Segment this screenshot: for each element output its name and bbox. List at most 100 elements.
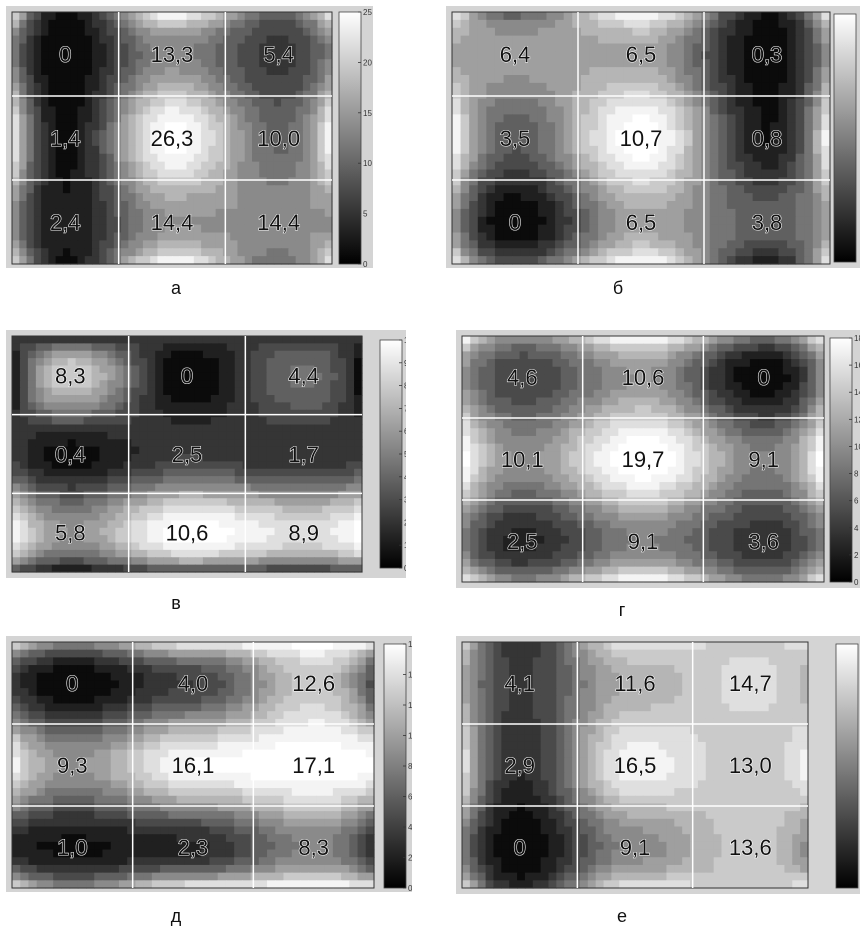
contour-fill [563,90,573,100]
contour-fill [83,358,93,367]
contour-fill [147,350,156,359]
contour-fill [580,75,591,84]
contour-fill [92,82,100,92]
contour-fill [580,122,591,131]
contour-fill [92,161,100,171]
contour-fill [546,12,556,21]
contour-fill [520,248,530,257]
contour-fill [302,232,311,241]
contour-fill [580,201,591,210]
contour-fill [623,27,634,37]
contour-fill [787,19,797,29]
contour-fill [99,372,109,381]
contour-fill [580,169,591,178]
contour-fill [544,389,554,399]
contour-fill [601,343,611,352]
contour-fill [330,461,339,470]
contour-fill [821,224,831,234]
contour-fill [744,59,754,68]
contour-fill [589,240,599,249]
contour-fill [322,564,331,573]
contour-fill [33,122,42,131]
contour-fill [580,130,591,139]
contour-fill [19,51,28,60]
contour-fill [601,412,611,422]
contour-fill [210,417,220,426]
contour-fill [659,359,669,368]
contour-fill [202,417,212,426]
contour-fill [210,387,220,396]
contour-fill [701,208,711,218]
contour-fill [201,153,209,163]
contour-fill [778,130,788,139]
contour-fill [128,51,137,60]
panel-caption: б [612,278,624,298]
contour-fill [135,35,144,45]
contour-fill [477,224,487,234]
contour-fill [244,232,253,241]
contour-fill [791,420,800,429]
contour-fill [560,336,570,345]
contour-fill [107,343,116,352]
contour-fill [218,343,228,352]
contour-fill [529,145,539,155]
contour-fill [288,130,297,139]
contour-fill [511,336,521,345]
contour-fill [273,256,282,265]
contour-fill [99,138,108,147]
colorbar-tick-label: 15 [363,109,372,118]
contour-fill [494,161,505,171]
contour-fill [230,19,239,29]
contour-fill [354,365,363,374]
contour-fill [139,461,148,470]
contour-fill [187,542,196,551]
contour-fill [273,82,282,92]
contour-fill [48,98,57,108]
contour-fill [121,256,129,265]
contour-fill [139,483,148,492]
contour-fill [242,557,252,566]
contour-fill [302,145,311,155]
contour-fill [258,498,268,507]
contour-fill [469,82,479,92]
contour-fill [237,138,246,147]
contour-fill [208,67,217,76]
contour-fill [799,351,809,360]
contour-fill [537,75,548,84]
contour-fill [250,520,260,529]
contour-fill [218,446,228,455]
contour-fill [55,177,64,186]
contour-fill [218,513,228,521]
contour-fill [310,169,319,178]
contour-fill [230,185,239,194]
contour-fill [210,365,220,374]
contour-fill [589,59,599,68]
contour-fill [99,232,108,241]
contour-fill [666,90,676,100]
contour-fill [171,431,180,440]
contour-fill [470,428,480,437]
contour-fill [172,51,180,60]
contour-fill [186,185,195,194]
contour-fill [202,365,212,374]
contour-fill [290,336,299,344]
contour-fill [615,90,625,100]
contour-fill [623,43,634,52]
contour-fill [791,374,800,383]
contour-fill [91,446,101,455]
contour-fill [494,336,504,345]
contour-fill [812,67,823,76]
contour-fill [70,98,79,108]
contour-fill [749,443,759,452]
contour-fill [520,106,530,115]
contour-fill [610,405,619,414]
contour-fill [675,193,685,202]
contour-fill [157,193,166,202]
contour-fill [503,169,513,178]
contour-fill [266,343,276,352]
contour-fill [675,82,685,92]
contour-fill [259,106,268,115]
contour-fill [744,145,754,155]
contour-fill [282,350,291,359]
contour-fill [179,51,188,60]
